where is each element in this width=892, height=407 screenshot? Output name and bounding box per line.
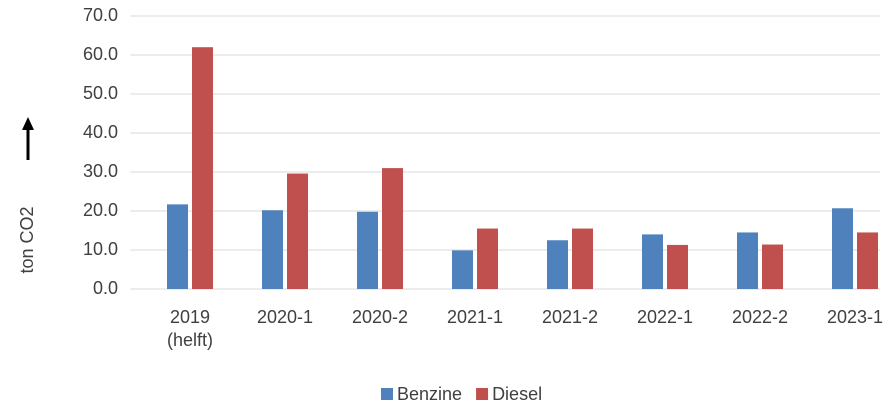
y-tick-label: 0.0 [93,278,118,298]
legend-label: Benzine [397,384,462,404]
bar [857,232,878,289]
bar [357,211,378,289]
y-tick-label: 40.0 [83,122,118,142]
x-tick-label: 2023-1 [826,307,884,327]
bar [762,244,783,289]
legend-label: Diesel [492,384,542,404]
x-tick-label: 2021-2 [541,307,599,327]
legend-swatch [381,388,393,400]
bar [572,228,593,289]
bar [667,244,688,289]
x-tick-label: 2022-1 [636,307,694,327]
y-tick-label: 30.0 [83,161,118,181]
bar [192,47,213,290]
legend-swatch [476,388,489,400]
bar [832,208,853,289]
x-tick-label: 2022-2 [731,307,789,327]
x-tick-label: 2020-2 [351,307,409,327]
x-tick-label: 2021-1 [446,307,504,327]
bar [642,234,663,289]
bar [547,240,568,289]
bar [382,168,403,289]
bar [452,250,473,289]
bar [287,173,308,289]
bar [262,210,283,289]
y-tick-label: 20.0 [83,200,118,220]
y-tick-label: 70.0 [83,5,118,25]
x-tick-label: 2019 (helft) [166,307,213,350]
axis-arrow [22,117,34,160]
bar [477,228,498,289]
y-tick-label: 60.0 [83,44,118,64]
x-tick-label: 2020-1 [256,307,314,327]
y-tick-label: 10.0 [83,239,118,259]
y-tick-label: 50.0 [83,83,118,103]
bar [167,204,188,289]
y-axis-label: ton CO2 [17,206,37,273]
bar [737,232,758,289]
